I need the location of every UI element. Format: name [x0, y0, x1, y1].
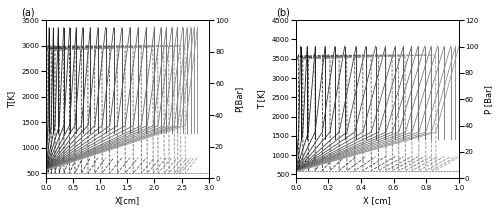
X-axis label: X [cm]: X [cm]	[364, 196, 391, 205]
Y-axis label: T [K]: T [K]	[257, 89, 266, 109]
Text: (a): (a)	[22, 7, 35, 17]
Y-axis label: P[Bar]: P[Bar]	[234, 86, 243, 112]
Y-axis label: P [Bar]: P [Bar]	[484, 85, 493, 114]
X-axis label: X[cm]: X[cm]	[114, 196, 140, 205]
Text: (b): (b)	[276, 7, 290, 17]
Y-axis label: T[K]: T[K]	[7, 91, 16, 108]
